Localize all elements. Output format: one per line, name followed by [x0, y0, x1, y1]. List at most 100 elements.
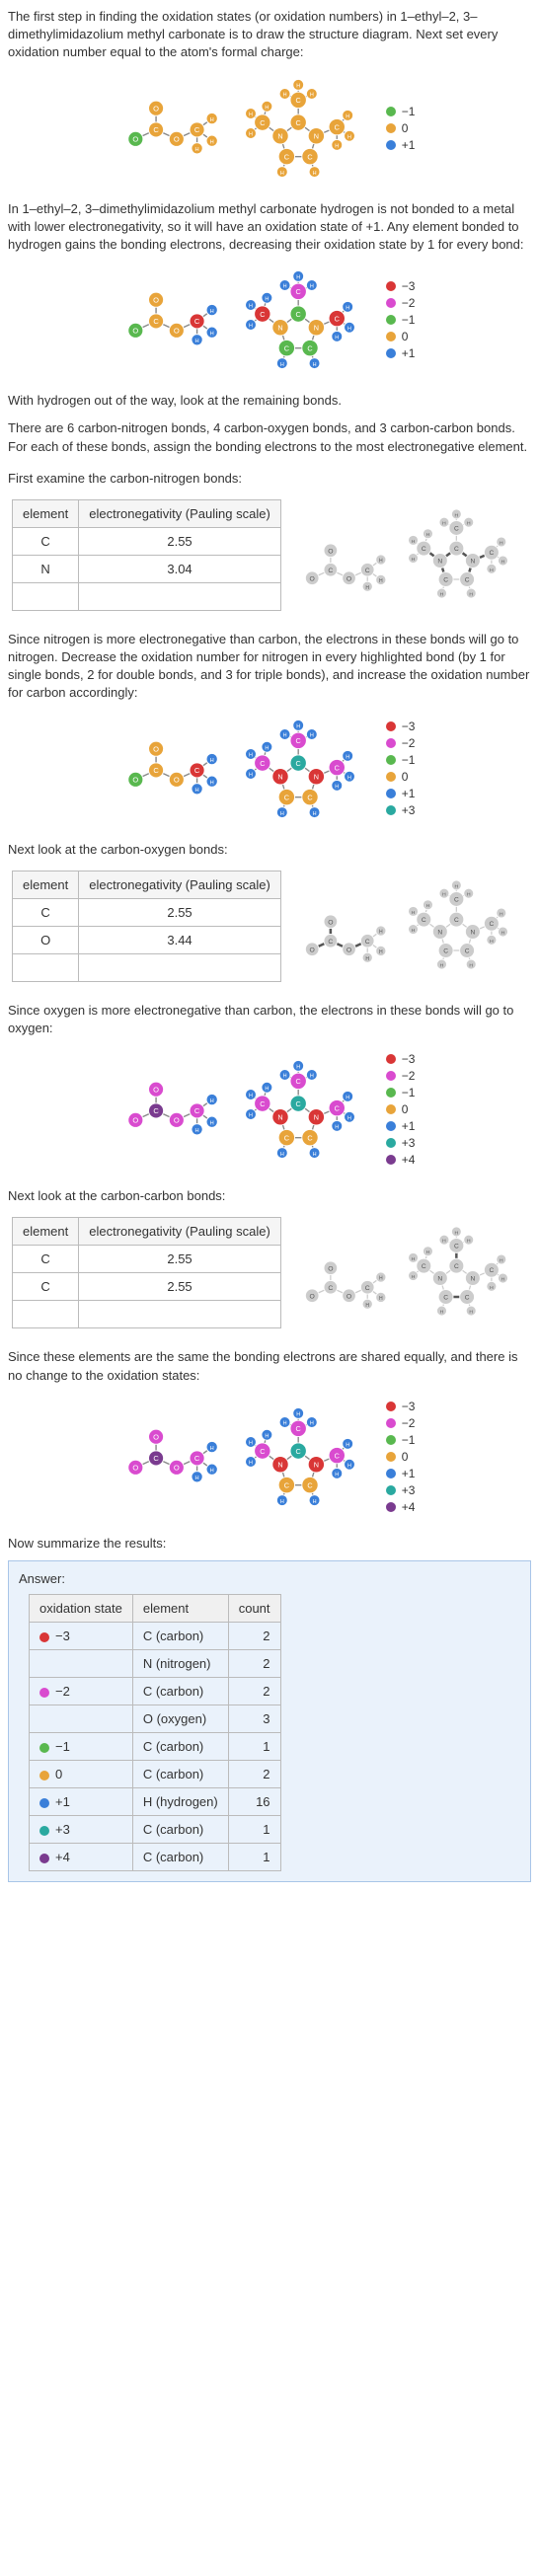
svg-text:H: H	[412, 1256, 416, 1262]
legend-item: −1	[386, 313, 416, 327]
legend-label: −1	[402, 105, 416, 118]
ox-element: H (hydrogen)	[132, 1787, 228, 1815]
ox-dot	[39, 1632, 49, 1642]
legend-label: 0	[402, 770, 409, 784]
legend-label: −1	[402, 1086, 416, 1099]
en-row: C2.55	[13, 898, 281, 926]
legend-item: 0	[386, 1102, 416, 1116]
legend-item: +1	[386, 346, 416, 360]
svg-text:C: C	[284, 152, 289, 161]
legend-label: +3	[402, 1483, 416, 1497]
svg-text:H: H	[455, 512, 459, 518]
svg-text:H: H	[467, 1239, 471, 1245]
ox-row: +3C (carbon)1	[30, 1815, 281, 1843]
bond-count-paragraph: There are 6 carbon-nitrogen bonds, 4 car…	[8, 419, 531, 455]
legend-dot	[386, 1418, 396, 1428]
svg-text:H: H	[347, 775, 351, 781]
svg-text:H: H	[346, 1442, 349, 1448]
svg-text:C: C	[454, 1263, 459, 1270]
svg-text:C: C	[465, 1295, 470, 1302]
svg-text:H: H	[266, 1433, 270, 1439]
svg-text:H: H	[335, 1125, 339, 1131]
en-header-value: electronegativity (Pauling scale)	[79, 499, 281, 527]
svg-text:O: O	[153, 104, 159, 113]
ox-dot	[39, 1798, 49, 1808]
svg-text:N: N	[314, 1113, 319, 1122]
ox-dot	[39, 1688, 49, 1698]
svg-text:H: H	[379, 949, 383, 955]
cn-en-table: elementelectronegativity (Pauling scale)…	[12, 499, 281, 611]
ox-state: −2	[30, 1677, 133, 1705]
en-val: 2.55	[79, 1246, 281, 1273]
ox-header-element: element	[132, 1594, 228, 1622]
diagram-step4-carbonate: OCOOCHHH	[124, 1070, 223, 1149]
svg-text:C: C	[308, 152, 313, 161]
en-el: N	[13, 555, 79, 582]
legend-dot	[386, 1469, 396, 1478]
svg-text:N: N	[278, 772, 283, 781]
diagram-step5-row: OCOOCHHH NCNCCCCCHHHHHHHHHHH −3−2−10+1+3…	[8, 1397, 531, 1517]
svg-text:C: C	[308, 343, 313, 352]
ox-state	[30, 1705, 133, 1732]
legend-item: −3	[386, 1400, 416, 1413]
legend-dot	[386, 805, 396, 815]
svg-text:H: H	[365, 585, 369, 591]
legend-item: 0	[386, 121, 416, 135]
ox-count: 2	[228, 1760, 280, 1787]
legend-dot	[386, 1088, 396, 1098]
svg-text:H: H	[310, 284, 314, 290]
ox-header-count: count	[228, 1594, 280, 1622]
svg-text:H: H	[412, 1274, 416, 1280]
legend-item: 0	[386, 1450, 416, 1464]
svg-text:H: H	[283, 732, 287, 738]
svg-text:H: H	[470, 1310, 474, 1316]
svg-text:H: H	[412, 539, 416, 545]
ox-count: 1	[228, 1732, 280, 1760]
ox-state: +4	[30, 1843, 133, 1870]
legend-item: +3	[386, 1483, 416, 1497]
svg-text:N: N	[438, 929, 443, 936]
svg-text:H: H	[280, 810, 284, 816]
svg-text:H: H	[266, 297, 270, 303]
svg-text:H: H	[412, 557, 416, 563]
legend-item: 0	[386, 330, 416, 343]
svg-text:C: C	[364, 568, 369, 574]
cc-header: Next look at the carbon-carbon bonds:	[8, 1187, 531, 1205]
en-row: C2.55	[13, 527, 281, 555]
svg-text:O: O	[132, 1463, 138, 1472]
svg-text:H: H	[194, 147, 198, 153]
ox-row: −2C (carbon)2	[30, 1677, 281, 1705]
ox-state: −3	[30, 1622, 133, 1649]
svg-text:C: C	[260, 1447, 265, 1456]
svg-text:N: N	[314, 1460, 319, 1469]
svg-text:H: H	[209, 332, 213, 338]
svg-text:H: H	[313, 1499, 317, 1505]
legend-item: −2	[386, 736, 416, 750]
svg-text:H: H	[209, 116, 213, 122]
legend-label: +4	[402, 1153, 416, 1167]
legend-item: −3	[386, 720, 416, 733]
legend-label: −2	[402, 1416, 416, 1430]
svg-text:H: H	[440, 1310, 444, 1316]
legend-label: +1	[402, 346, 416, 360]
co-en-table: elementelectronegativity (Pauling scale)…	[12, 871, 281, 982]
legend-item: −2	[386, 1416, 416, 1430]
svg-text:C: C	[308, 1134, 313, 1143]
svg-text:H: H	[455, 1231, 459, 1237]
ox-count: 2	[228, 1677, 280, 1705]
ox-element: C (carbon)	[132, 1843, 228, 1870]
svg-text:H: H	[346, 754, 349, 760]
en-el: C	[13, 1246, 79, 1273]
remaining-paragraph: With hydrogen out of the way, look at th…	[8, 392, 531, 410]
svg-text:H: H	[500, 911, 503, 917]
legend-step2: −3−2−10+1	[386, 276, 416, 363]
legend-step1: −10+1	[386, 102, 416, 155]
svg-text:H: H	[283, 1420, 287, 1426]
hydrogen-paragraph: In 1–ethyl–2, 3–dimethylimidazolium meth…	[8, 200, 531, 255]
svg-text:H: H	[209, 1121, 213, 1127]
svg-text:H: H	[442, 891, 446, 897]
svg-text:H: H	[249, 1113, 253, 1119]
legend-label: 0	[402, 1450, 409, 1464]
svg-text:H: H	[194, 339, 198, 344]
svg-text:N: N	[278, 324, 283, 333]
